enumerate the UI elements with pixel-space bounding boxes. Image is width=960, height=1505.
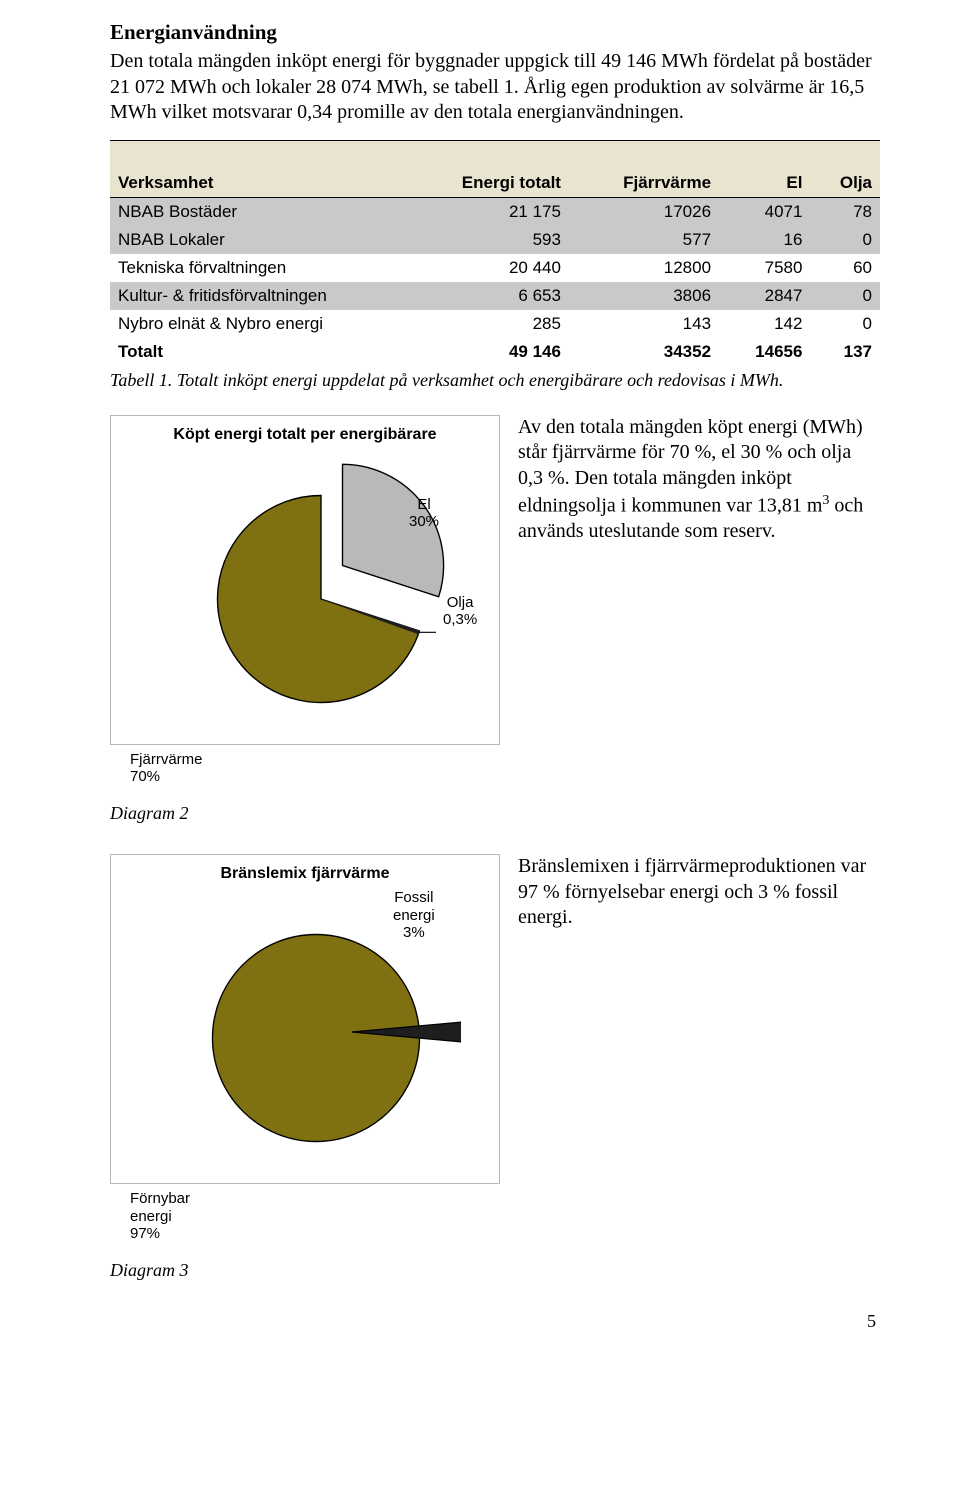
table-cell: 17026 [569, 197, 719, 226]
pie-chart-branslemix: Bränslemix fjärrvärme Fossil energi 3% [110, 854, 500, 1184]
table-cell: NBAB Lokaler [110, 226, 403, 254]
chart2-label-fossil: Fossil energi 3% [393, 889, 435, 941]
col-fjarrvarme: Fjärrvärme [569, 140, 719, 197]
table-cell: 142 [719, 310, 810, 338]
energy-table: Verksamhet Energi totalt Fjärrvärme El O… [110, 140, 880, 366]
table-row: Tekniska förvaltningen20 44012800758060 [110, 254, 880, 282]
col-energi-totalt: Energi totalt [403, 140, 569, 197]
chart2-label-fornybar: Förnybar energi 97% [130, 1190, 880, 1242]
table-cell: 12800 [569, 254, 719, 282]
table-row: NBAB Bostäder21 17517026407178 [110, 197, 880, 226]
table-row: Nybro elnät & Nybro energi2851431420 [110, 310, 880, 338]
table-cell: NBAB Bostäder [110, 197, 403, 226]
chart1-caption: Diagram 2 [110, 803, 880, 824]
table-cell: 143 [569, 310, 719, 338]
table-cell: 2847 [719, 282, 810, 310]
chart1-main-pie [206, 484, 436, 714]
page-number: 5 [110, 1311, 880, 1332]
table-row: NBAB Lokaler593577160 [110, 226, 880, 254]
table-cell: 20 440 [403, 254, 569, 282]
table-cell: 0 [810, 282, 880, 310]
chart2-fossil-slice [201, 917, 461, 1147]
table-cell: 137 [810, 338, 880, 366]
table-cell: 285 [403, 310, 569, 338]
chart1-label-el: El30% [409, 496, 439, 531]
col-el: El [719, 140, 810, 197]
col-verksamhet: Verksamhet [110, 140, 403, 197]
table-cell: Nybro elnät & Nybro energi [110, 310, 403, 338]
table-cell: 6 653 [403, 282, 569, 310]
table-cell: 21 175 [403, 197, 569, 226]
col-olja: Olja [810, 140, 880, 197]
chart1-label-olja: Olja0,3% [443, 594, 477, 629]
chart1-side-text: Av den totala mängden köpt energi (MWh) … [518, 415, 880, 745]
table-cell: Tekniska förvaltningen [110, 254, 403, 282]
table-cell: 14656 [719, 338, 810, 366]
table-row: Kultur- & fritidsförvaltningen6 65338062… [110, 282, 880, 310]
table-cell: 4071 [719, 197, 810, 226]
pie-chart-energibarare: Köpt energi totalt per energibärare El30… [110, 415, 500, 745]
chart2-caption: Diagram 3 [110, 1260, 880, 1281]
chart1-title: Köpt energi totalt per energibärare [121, 426, 489, 444]
table-cell: 593 [403, 226, 569, 254]
table-cell: 577 [569, 226, 719, 254]
table-cell: 7580 [719, 254, 810, 282]
table-cell: 49 146 [403, 338, 569, 366]
table-cell: 3806 [569, 282, 719, 310]
section-heading: Energianvändning [110, 20, 880, 45]
intro-paragraph: Den totala mängden inköpt energi för byg… [110, 49, 880, 126]
chart1-label-fjarrvarme: Fjärrvärme70% [130, 751, 880, 786]
table-row: Totalt49 1463435214656137 [110, 338, 880, 366]
table-cell: Kultur- & fritidsförvaltningen [110, 282, 403, 310]
table-cell: 0 [810, 310, 880, 338]
chart2-side-text: Bränslemixen i fjärrvärmeproduktionen va… [518, 854, 880, 1184]
table-cell: 0 [810, 226, 880, 254]
table-cell: 60 [810, 254, 880, 282]
table-cell: 78 [810, 197, 880, 226]
table-cell: Totalt [110, 338, 403, 366]
chart2-title: Bränslemix fjärrvärme [121, 865, 489, 883]
table-cell: 16 [719, 226, 810, 254]
table-cell: 34352 [569, 338, 719, 366]
table-caption: Tabell 1. Totalt inköpt energi uppdelat … [110, 370, 880, 391]
